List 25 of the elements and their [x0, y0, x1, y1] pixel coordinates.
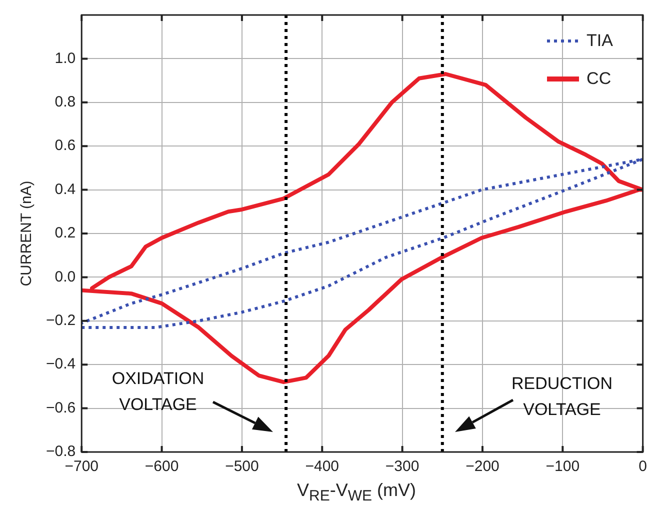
x-tick-label: −200: [466, 458, 500, 476]
y-tick-label: −0.6: [46, 399, 76, 416]
y-axis-title: CURRENT (nA): [18, 180, 36, 286]
y-tick-label: 0.8: [54, 94, 76, 111]
x-tick-label: −100: [546, 458, 580, 476]
x-tick-label: −300: [385, 458, 420, 476]
annotation: REDUCTION VOLTAGE: [510, 373, 614, 421]
x-tick-label: −700: [64, 458, 99, 476]
y-tick-label: 0.4: [54, 180, 76, 198]
y-tick-label: −0.2: [46, 312, 76, 330]
y-tick-label: −0.4: [46, 356, 76, 373]
x-tick-label: −400: [305, 458, 340, 476]
y-tick-label: 1.0: [54, 50, 76, 67]
x-tick-label: 0: [638, 458, 647, 476]
annotation: OXIDATION VOLTAGE: [110, 368, 206, 416]
x-tick-label: −500: [225, 458, 259, 476]
legend-label: TIA: [586, 31, 613, 51]
x-axis-title: V$_{RE}$-V$_{WE}$ (mV): [296, 480, 418, 505]
x-tick-label: −600: [144, 458, 179, 476]
y-tick-label: 0.0: [54, 268, 76, 286]
line-series: [82, 158, 643, 329]
legend-label: CC: [586, 69, 612, 89]
y-tick-label: 0.2: [54, 224, 76, 242]
y-tick-label: −0.8: [46, 443, 76, 460]
y-tick-label: 0.6: [54, 137, 76, 154]
